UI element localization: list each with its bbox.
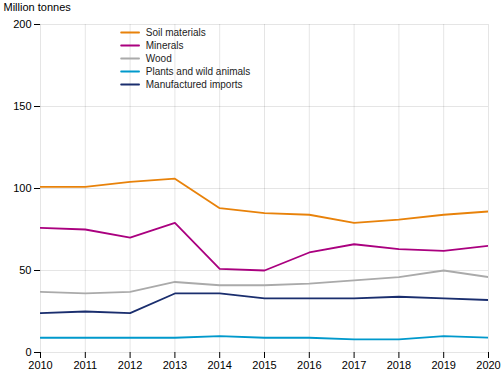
- svg-text:2016: 2016: [297, 359, 321, 371]
- svg-text:Soil materials: Soil materials: [146, 27, 206, 38]
- svg-text:2020: 2020: [476, 359, 500, 371]
- svg-text:200: 200: [13, 18, 31, 30]
- svg-text:Million tonnes: Million tonnes: [4, 1, 72, 13]
- svg-text:2018: 2018: [387, 359, 411, 371]
- svg-text:2017: 2017: [342, 359, 366, 371]
- svg-text:2011: 2011: [73, 359, 97, 371]
- svg-text:2012: 2012: [118, 359, 142, 371]
- svg-text:0: 0: [25, 346, 31, 358]
- svg-text:100: 100: [13, 182, 31, 194]
- svg-text:Manufactured imports: Manufactured imports: [146, 79, 243, 90]
- svg-text:2010: 2010: [28, 359, 52, 371]
- svg-text:2015: 2015: [252, 359, 276, 371]
- svg-text:2019: 2019: [431, 359, 455, 371]
- svg-text:2014: 2014: [207, 359, 231, 371]
- svg-text:50: 50: [19, 264, 31, 276]
- svg-text:2013: 2013: [163, 359, 187, 371]
- svg-text:Plants and wild animals: Plants and wild animals: [146, 66, 251, 77]
- svg-text:Minerals: Minerals: [146, 40, 184, 51]
- svg-text:150: 150: [13, 100, 31, 112]
- svg-text:Wood: Wood: [146, 53, 172, 64]
